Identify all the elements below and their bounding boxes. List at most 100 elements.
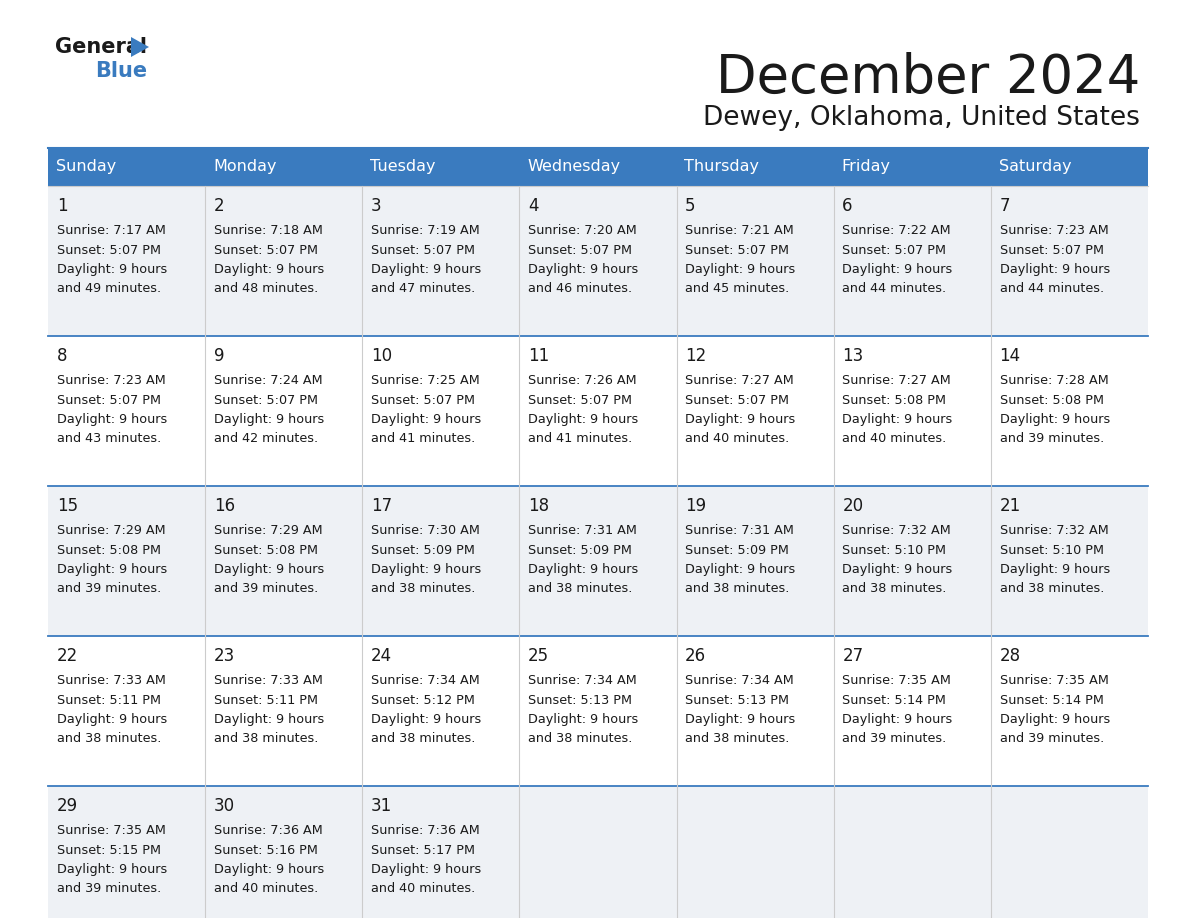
Text: 26: 26: [685, 647, 707, 665]
Text: Daylight: 9 hours: Daylight: 9 hours: [371, 263, 481, 276]
Text: and 48 minutes.: and 48 minutes.: [214, 283, 318, 296]
Text: Monday: Monday: [213, 160, 277, 174]
Text: Sunset: 5:07 PM: Sunset: 5:07 PM: [685, 243, 789, 256]
Text: Daylight: 9 hours: Daylight: 9 hours: [214, 263, 324, 276]
Text: Sunset: 5:07 PM: Sunset: 5:07 PM: [57, 394, 160, 407]
Text: Daylight: 9 hours: Daylight: 9 hours: [214, 563, 324, 576]
Text: Sunset: 5:15 PM: Sunset: 5:15 PM: [57, 844, 160, 856]
Text: Sunrise: 7:36 AM: Sunrise: 7:36 AM: [214, 824, 322, 837]
Text: Sunrise: 7:34 AM: Sunrise: 7:34 AM: [529, 674, 637, 687]
Bar: [48, 186, 1148, 336]
Text: and 38 minutes.: and 38 minutes.: [685, 733, 790, 745]
Text: 23: 23: [214, 647, 235, 665]
Text: 21: 21: [999, 497, 1020, 515]
Text: and 38 minutes.: and 38 minutes.: [529, 583, 632, 596]
Text: Sunset: 5:07 PM: Sunset: 5:07 PM: [529, 394, 632, 407]
Text: and 44 minutes.: and 44 minutes.: [842, 283, 947, 296]
Text: Daylight: 9 hours: Daylight: 9 hours: [999, 713, 1110, 726]
Text: 18: 18: [529, 497, 549, 515]
Text: Sunrise: 7:23 AM: Sunrise: 7:23 AM: [57, 374, 165, 387]
Text: Sunset: 5:07 PM: Sunset: 5:07 PM: [57, 243, 160, 256]
Text: and 41 minutes.: and 41 minutes.: [371, 432, 475, 445]
Bar: [48, 336, 1148, 486]
Bar: [48, 148, 1148, 186]
Text: and 39 minutes.: and 39 minutes.: [842, 733, 947, 745]
Text: Daylight: 9 hours: Daylight: 9 hours: [371, 863, 481, 876]
Text: Daylight: 9 hours: Daylight: 9 hours: [842, 413, 953, 426]
Text: and 41 minutes.: and 41 minutes.: [529, 432, 632, 445]
Text: Sunset: 5:12 PM: Sunset: 5:12 PM: [371, 693, 475, 707]
Text: Sunset: 5:09 PM: Sunset: 5:09 PM: [685, 543, 789, 556]
Text: Sunset: 5:09 PM: Sunset: 5:09 PM: [529, 543, 632, 556]
Text: Sunrise: 7:32 AM: Sunrise: 7:32 AM: [842, 524, 952, 537]
Text: Sunset: 5:07 PM: Sunset: 5:07 PM: [214, 243, 317, 256]
Text: Daylight: 9 hours: Daylight: 9 hours: [842, 263, 953, 276]
Text: 12: 12: [685, 347, 707, 365]
Text: 31: 31: [371, 797, 392, 815]
Text: Daylight: 9 hours: Daylight: 9 hours: [371, 563, 481, 576]
Bar: [48, 486, 1148, 636]
Text: Sunrise: 7:19 AM: Sunrise: 7:19 AM: [371, 224, 480, 237]
Text: 10: 10: [371, 347, 392, 365]
Text: Daylight: 9 hours: Daylight: 9 hours: [57, 413, 166, 426]
Text: Blue: Blue: [95, 61, 147, 81]
Text: Sunset: 5:13 PM: Sunset: 5:13 PM: [529, 693, 632, 707]
Text: and 39 minutes.: and 39 minutes.: [214, 583, 318, 596]
Text: Sunday: Sunday: [56, 160, 116, 174]
Text: and 40 minutes.: and 40 minutes.: [371, 882, 475, 895]
Text: Sunset: 5:08 PM: Sunset: 5:08 PM: [842, 394, 947, 407]
Text: and 38 minutes.: and 38 minutes.: [529, 733, 632, 745]
Bar: [48, 636, 1148, 786]
Text: Daylight: 9 hours: Daylight: 9 hours: [529, 563, 638, 576]
Text: and 45 minutes.: and 45 minutes.: [685, 283, 790, 296]
Text: Sunrise: 7:21 AM: Sunrise: 7:21 AM: [685, 224, 794, 237]
Text: Sunrise: 7:35 AM: Sunrise: 7:35 AM: [999, 674, 1108, 687]
Text: 22: 22: [57, 647, 78, 665]
Text: 19: 19: [685, 497, 707, 515]
Text: Sunset: 5:13 PM: Sunset: 5:13 PM: [685, 693, 789, 707]
Text: and 40 minutes.: and 40 minutes.: [685, 432, 790, 445]
Text: Daylight: 9 hours: Daylight: 9 hours: [57, 563, 166, 576]
Text: and 49 minutes.: and 49 minutes.: [57, 283, 160, 296]
Text: Daylight: 9 hours: Daylight: 9 hours: [842, 713, 953, 726]
Text: and 38 minutes.: and 38 minutes.: [214, 733, 318, 745]
Text: and 39 minutes.: and 39 minutes.: [57, 583, 160, 596]
Text: Sunset: 5:11 PM: Sunset: 5:11 PM: [57, 693, 160, 707]
Text: and 38 minutes.: and 38 minutes.: [57, 733, 162, 745]
Text: Sunset: 5:07 PM: Sunset: 5:07 PM: [685, 394, 789, 407]
Text: 9: 9: [214, 347, 225, 365]
Text: Sunrise: 7:17 AM: Sunrise: 7:17 AM: [57, 224, 165, 237]
Text: Sunset: 5:07 PM: Sunset: 5:07 PM: [529, 243, 632, 256]
Text: and 40 minutes.: and 40 minutes.: [214, 882, 318, 895]
Polygon shape: [131, 37, 148, 57]
Text: 1: 1: [57, 197, 68, 215]
Text: Sunrise: 7:31 AM: Sunrise: 7:31 AM: [685, 524, 794, 537]
Text: Sunrise: 7:26 AM: Sunrise: 7:26 AM: [529, 374, 637, 387]
Text: Sunrise: 7:30 AM: Sunrise: 7:30 AM: [371, 524, 480, 537]
Text: Daylight: 9 hours: Daylight: 9 hours: [371, 713, 481, 726]
Text: 17: 17: [371, 497, 392, 515]
Text: Sunset: 5:07 PM: Sunset: 5:07 PM: [371, 243, 475, 256]
Text: Tuesday: Tuesday: [371, 160, 436, 174]
Text: Sunrise: 7:24 AM: Sunrise: 7:24 AM: [214, 374, 322, 387]
Text: Sunrise: 7:35 AM: Sunrise: 7:35 AM: [842, 674, 952, 687]
Text: December 2024: December 2024: [715, 52, 1140, 104]
Text: Sunrise: 7:29 AM: Sunrise: 7:29 AM: [57, 524, 165, 537]
Text: Daylight: 9 hours: Daylight: 9 hours: [214, 863, 324, 876]
Text: 16: 16: [214, 497, 235, 515]
Text: 14: 14: [999, 347, 1020, 365]
Text: Daylight: 9 hours: Daylight: 9 hours: [529, 413, 638, 426]
Text: and 44 minutes.: and 44 minutes.: [999, 283, 1104, 296]
Text: and 39 minutes.: and 39 minutes.: [57, 882, 160, 895]
Text: Daylight: 9 hours: Daylight: 9 hours: [57, 263, 166, 276]
Text: Sunset: 5:17 PM: Sunset: 5:17 PM: [371, 844, 475, 856]
Text: and 39 minutes.: and 39 minutes.: [999, 432, 1104, 445]
Text: Sunset: 5:11 PM: Sunset: 5:11 PM: [214, 693, 317, 707]
Text: Sunset: 5:14 PM: Sunset: 5:14 PM: [999, 693, 1104, 707]
Text: 20: 20: [842, 497, 864, 515]
Text: 15: 15: [57, 497, 77, 515]
Text: Sunset: 5:16 PM: Sunset: 5:16 PM: [214, 844, 317, 856]
Text: and 38 minutes.: and 38 minutes.: [842, 583, 947, 596]
Text: and 46 minutes.: and 46 minutes.: [529, 283, 632, 296]
Text: 13: 13: [842, 347, 864, 365]
